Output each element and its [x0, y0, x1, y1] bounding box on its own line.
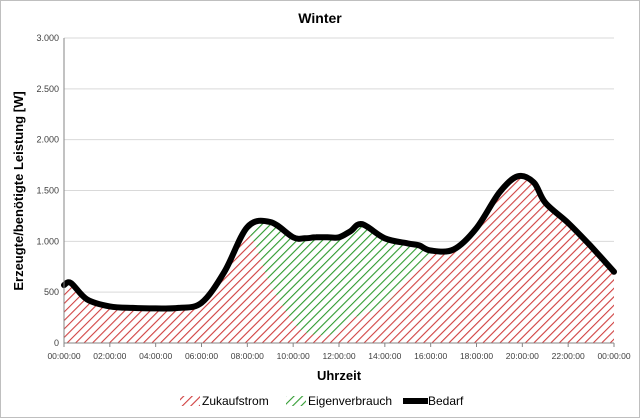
y-tick-label: 0 [54, 338, 59, 348]
y-tick-label: 1.500 [36, 186, 59, 196]
legend-item-zukaufstrom: Zukaufstrom [180, 394, 269, 408]
legend-item-bedarf: Bedarf [403, 394, 464, 408]
x-tick-label: 00:00:00 [597, 351, 630, 361]
axes [63, 38, 615, 347]
legend-label-eigenverbrauch: Eigenverbrauch [308, 394, 392, 408]
chart-title: Winter [298, 10, 342, 26]
legend-item-eigenverbrauch: Eigenverbrauch [286, 394, 392, 408]
area-zukaufstrom [64, 175, 614, 343]
y-tick-label: 3.000 [36, 33, 59, 43]
x-tick-label: 22:00:00 [552, 351, 585, 361]
y-tick-label: 1.000 [36, 236, 59, 246]
area-eigenverbrauch [64, 175, 614, 336]
y-tick-label: 2.000 [36, 135, 59, 145]
x-tick-label: 00:00:00 [47, 351, 80, 361]
x-tick-label: 18:00:00 [460, 351, 493, 361]
x-tick-label: 10:00:00 [277, 351, 310, 361]
x-tick-labels: 00:00:00 02:00:00 04:00:00 06:00:00 08:00:00… [47, 351, 630, 361]
y-tick-label: 500 [44, 287, 59, 297]
x-tick-label: 12:00:00 [322, 351, 355, 361]
x-tick-label: 16:00:00 [414, 351, 447, 361]
lines [61, 172, 617, 312]
x-tick-label: 08:00:00 [231, 351, 264, 361]
y-tick-label: 2.500 [36, 84, 59, 94]
legend: Zukaufstrom Eigenverbrauch Bedarf [180, 394, 464, 408]
x-tick-label: 14:00:00 [368, 351, 401, 361]
legend-swatch-zukaufstrom [180, 396, 200, 406]
y-axis-title: Erzeugte/benötigte Leistung [W] [11, 91, 26, 290]
y-tick-labels: 0 500 1.000 1.500 2.000 2.500 3.000 [36, 33, 59, 348]
legend-swatch-eigenverbrauch [286, 396, 306, 406]
x-tick-label: 20:00:00 [506, 351, 539, 361]
areas [64, 175, 614, 343]
x-tick-label: 04:00:00 [139, 351, 172, 361]
legend-label-bedarf: Bedarf [428, 394, 464, 408]
x-tick-label: 02:00:00 [93, 351, 126, 361]
x-axis-title: Uhrzeit [317, 368, 362, 383]
x-tick-label: 06:00:00 [185, 351, 218, 361]
legend-label-zukaufstrom: Zukaufstrom [202, 394, 269, 408]
line-bedarf [61, 172, 617, 312]
